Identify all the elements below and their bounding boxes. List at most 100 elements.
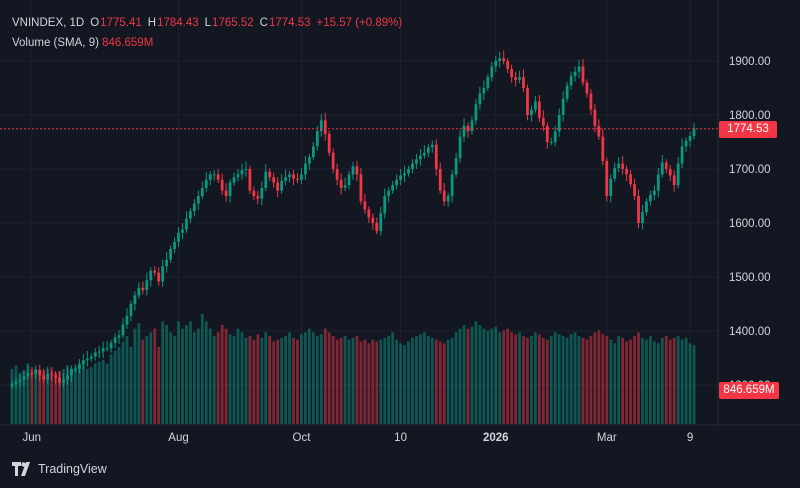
candle-body	[561, 98, 565, 115]
volume-bar	[133, 328, 137, 424]
volume-bar	[165, 325, 169, 424]
candle-body	[621, 163, 625, 169]
volume-bar	[10, 369, 14, 424]
candle-body	[601, 136, 605, 161]
candle-body	[581, 66, 585, 83]
volume-bar	[482, 328, 486, 424]
candle-body	[196, 196, 200, 204]
symbol-label[interactable]: VNINDEX, 1D	[12, 17, 85, 29]
candle-body	[680, 146, 684, 164]
volume-bar	[54, 372, 57, 424]
candle-body	[14, 381, 18, 384]
candle-body	[232, 177, 236, 183]
volume-bar	[633, 336, 636, 424]
volume-bar	[355, 336, 359, 424]
candle-body	[121, 324, 125, 336]
candle-body	[569, 76, 573, 86]
volume-bar	[46, 369, 50, 424]
volume-bar	[391, 332, 395, 424]
candle-body	[200, 187, 204, 196]
volume-bar	[272, 341, 276, 424]
volume-bar	[296, 339, 299, 424]
volume-bar	[621, 337, 625, 424]
volume-bar	[14, 365, 18, 424]
candle-body	[637, 196, 640, 223]
volume-bar	[93, 363, 97, 424]
volume-bar	[434, 339, 438, 424]
candle-body	[62, 379, 65, 383]
candle-body	[129, 304, 133, 316]
candle-body	[157, 272, 161, 282]
candle-body	[192, 203, 196, 212]
candle-body	[212, 174, 216, 176]
volume-bar	[204, 321, 208, 424]
volume-bar	[403, 345, 406, 424]
volume-bar	[97, 361, 101, 424]
candle-body	[593, 109, 597, 126]
volume-bar	[343, 336, 347, 424]
candle-body	[113, 337, 117, 343]
high-value: 1784.43	[157, 17, 199, 29]
candle-body	[629, 174, 632, 185]
candle-body	[565, 85, 569, 99]
x-tick-label: 10	[394, 432, 407, 444]
volume-bar	[668, 339, 672, 424]
candle-body	[474, 104, 478, 121]
volume-bar	[66, 365, 69, 424]
candle-body	[530, 109, 533, 115]
volume-bar	[407, 341, 410, 424]
candle-body	[149, 270, 153, 281]
candle-body	[335, 169, 339, 180]
volume-bar	[395, 339, 399, 424]
candle-body	[426, 147, 430, 153]
candle-body	[343, 185, 347, 188]
candle-body	[502, 58, 506, 61]
volume-bar	[605, 336, 609, 424]
low-label: L	[204, 17, 212, 29]
candle-body	[315, 131, 319, 147]
candle-body	[652, 190, 656, 195]
volume-bar	[537, 334, 541, 424]
volume-bar	[280, 337, 284, 424]
candle-body	[375, 223, 379, 232]
candle-body	[81, 360, 85, 365]
candle-body	[89, 356, 93, 359]
candle-body	[613, 167, 617, 179]
volume-bar	[224, 328, 228, 424]
x-tick-label: Aug	[168, 432, 188, 444]
ohlc-legend: VNINDEX, 1D O1775.41 H1784.43 L1765.52 C1774…	[12, 17, 408, 29]
volume-bar	[458, 328, 462, 424]
candle-body	[549, 142, 553, 143]
volume-bar	[240, 332, 244, 424]
volume-bar	[185, 325, 188, 424]
candle-body	[391, 185, 395, 191]
volume-bar	[553, 332, 557, 424]
tradingview-footer[interactable]: TradingView	[12, 462, 107, 476]
candle-body	[446, 196, 450, 202]
volume-bar	[264, 332, 268, 424]
candle-body	[577, 66, 581, 72]
volume-bar	[494, 326, 498, 424]
candle-body	[117, 335, 121, 338]
volume-bar	[81, 365, 85, 424]
candle-body	[307, 157, 311, 164]
candle-body	[93, 352, 97, 357]
volume-bar	[74, 367, 77, 424]
candle-body	[204, 179, 208, 188]
volume-bar	[335, 339, 339, 424]
y-tick-label: 1500.00	[729, 272, 771, 284]
candle-body	[534, 101, 537, 110]
candle-body	[208, 174, 212, 180]
volume-bar	[256, 334, 260, 424]
candle-body	[26, 373, 30, 377]
candle-body	[363, 201, 367, 210]
volume-bar	[593, 332, 597, 424]
candle-body	[224, 190, 228, 196]
volume-bar	[676, 336, 680, 424]
candle-body	[331, 152, 335, 169]
volume-label[interactable]: Volume (SMA, 9)	[12, 37, 99, 49]
volume-bar	[351, 337, 355, 424]
volume-bar	[331, 336, 335, 424]
volume-bar	[200, 314, 204, 424]
